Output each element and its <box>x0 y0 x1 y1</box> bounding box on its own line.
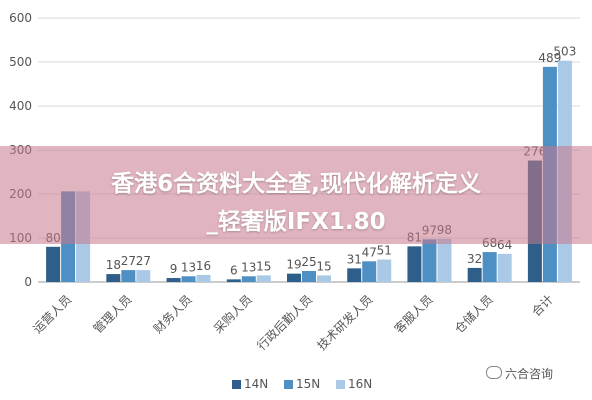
x-tick-label: 财务人员 <box>150 292 195 337</box>
data-label: 32 <box>467 252 482 266</box>
bar <box>166 278 181 282</box>
legend-label: 14N <box>244 377 268 391</box>
bar <box>287 273 301 282</box>
x-tick-label: 采购人员 <box>210 292 255 337</box>
y-tick-label: 600 <box>9 11 32 25</box>
data-label: 489 <box>538 51 561 65</box>
legend-swatch <box>336 380 345 389</box>
data-label: 31 <box>347 252 362 266</box>
x-tick-label: 技术研发人员 <box>314 292 376 354</box>
data-label: 15 <box>316 259 331 273</box>
data-label: 27 <box>136 254 151 268</box>
bar <box>241 276 256 282</box>
bar <box>302 271 316 282</box>
data-label: 9 <box>170 262 178 276</box>
overlay-banner: 香港6合资料大全查,现代化解析定义 _轻奢版IFX1.80 <box>0 146 592 244</box>
bar <box>407 246 422 282</box>
legend-label: 16N <box>348 377 372 391</box>
data-label: 503 <box>553 45 576 59</box>
data-label: 25 <box>301 255 316 269</box>
watermark-text: 六合咨询 <box>505 367 554 381</box>
data-label: 6 <box>230 263 238 277</box>
bar <box>136 270 151 282</box>
bar <box>482 252 497 282</box>
wechat-icon <box>486 366 502 379</box>
x-tick-label: 运营人员 <box>30 292 74 336</box>
bar <box>196 274 211 282</box>
bar <box>121 270 136 282</box>
data-label: 15 <box>256 259 271 273</box>
data-label: 13 <box>181 260 196 274</box>
legend-label: 15N <box>296 377 320 391</box>
bar <box>256 275 271 282</box>
bar <box>347 268 362 282</box>
bar <box>377 259 392 282</box>
overlay-title-line1: 香港6合资料大全查,现代化解析定义 <box>111 171 481 197</box>
data-label: 16 <box>196 259 211 273</box>
bar <box>106 274 121 282</box>
data-label: 13 <box>241 260 256 274</box>
bar <box>181 276 196 282</box>
data-label: 19 <box>286 258 301 272</box>
bar <box>46 246 61 282</box>
legend-swatch <box>284 380 293 389</box>
data-label: 27 <box>121 254 136 268</box>
bar <box>437 238 452 282</box>
bar <box>317 275 331 282</box>
data-label: 47 <box>362 245 377 259</box>
x-tick-label: 客服人员 <box>391 292 436 337</box>
y-tick-label: 500 <box>9 55 32 69</box>
x-tick-label: 合计 <box>528 292 556 320</box>
bar <box>497 253 512 282</box>
x-tick-label: 仓储人员 <box>451 292 496 337</box>
overlay-title-line2: _轻奢版IFX1.80 <box>206 209 386 235</box>
y-tick-label: 400 <box>9 99 32 113</box>
bar <box>422 239 437 282</box>
bar <box>226 279 241 282</box>
y-tick-label: 0 <box>24 275 32 289</box>
bar <box>362 261 377 282</box>
data-label: 18 <box>106 258 121 272</box>
bar <box>467 267 482 282</box>
legend-swatch <box>232 380 241 389</box>
data-label: 51 <box>377 244 392 258</box>
x-tick-label: 行政后勤人员 <box>254 292 315 353</box>
x-tick-label: 管理人员 <box>90 292 135 337</box>
